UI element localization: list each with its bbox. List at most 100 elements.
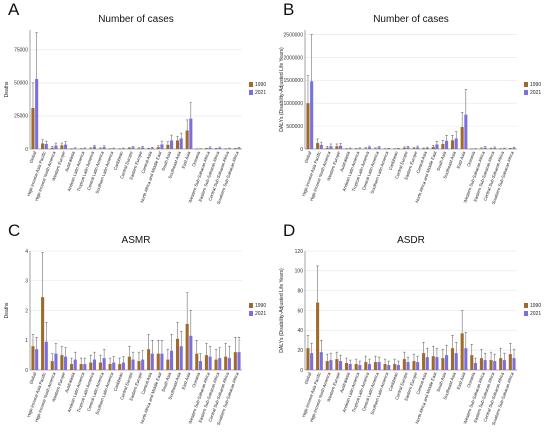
bar-1990 [325,147,329,149]
legend-label: 1990 [255,303,266,309]
bar-2021 [73,359,77,370]
y-tick-label: 0 [25,368,28,374]
bar-1990 [470,355,474,370]
bar-2021 [464,114,468,149]
legend-label: 2021 [255,90,266,96]
bar-1990 [233,352,237,370]
panel-letter: A [8,0,20,19]
bar-1990 [344,363,349,370]
panel-letter: C [8,221,21,240]
y-tick-label: 2 [25,308,28,314]
bar-1990 [316,143,320,149]
panel-letter: D [283,221,296,240]
bar-1990 [441,143,445,149]
bar-2021 [218,358,222,370]
bar-2021 [44,341,48,370]
y-tick-label: 80 [297,288,303,294]
bar-2021 [377,147,381,149]
bar-1990 [98,362,102,370]
y-tick-label: 120 [295,249,304,255]
bar-2021 [425,357,429,370]
x-tick-label: Caribbean [113,150,125,171]
bar-1990 [450,348,455,370]
x-tick-label: East Asia [181,371,192,390]
bar-1990 [204,355,208,370]
bar-1990 [127,356,131,370]
bar-2021 [83,364,87,370]
bar-1990 [431,356,435,370]
bar-2021 [92,359,97,370]
y-tick-label: 100 [295,269,304,275]
x-tick-label: Global [28,151,37,164]
bar-1990 [224,356,228,370]
bar-1990 [335,359,339,370]
bar-1990 [499,358,503,370]
y-axis-label: DALYs (Disability-Adjusted Life Years) [279,47,285,132]
y-tick-label: 60 [297,308,303,314]
bar-2021 [319,352,323,370]
bar-2021 [179,138,183,149]
y-tick-label: 1 [25,338,28,344]
x-tick-label: Caribbean [388,150,400,171]
bar-1990 [373,362,377,370]
bar-2021 [35,349,39,370]
bar-1990 [364,362,368,370]
bar-2021 [102,147,106,149]
bar-2021 [473,363,478,370]
bar-2021 [454,138,458,149]
bar-2021 [237,148,241,149]
bar-1990 [89,148,93,149]
bar-1990 [166,144,170,149]
y-tick-label: 40 [297,328,303,334]
legend-label: 1990 [255,82,266,88]
bar-1990 [60,145,64,149]
bar-1990 [89,362,93,370]
bar-1990 [479,358,483,370]
bar-2021 [445,355,449,370]
x-tick-label: East Asia [456,371,467,390]
bar-1990 [147,349,151,370]
bar-2021 [512,358,516,370]
bar-1990 [364,148,368,149]
chart-title: Number of cases [98,14,174,25]
bar-1990 [79,364,83,370]
x-tick-label: South Asia [435,371,447,393]
bar-1990 [508,354,512,370]
bar-2021 [329,146,333,149]
y-axis-label: Deaths [4,302,10,318]
bar-2021 [102,358,106,370]
bar-1990 [31,108,35,149]
bar-2021 [435,357,439,370]
bar-2021 [73,148,77,149]
y-tick-label: 2500000 [284,32,304,38]
bar-2021 [141,359,145,370]
y-tick-label: 20 [297,348,303,354]
y-axis-label: DALYs (Disability-Adjusted Life Years) [279,268,285,353]
bar-2021 [150,353,154,370]
chart-title: ASDR [397,235,425,246]
bar-1990 [185,323,189,370]
bar-2021 [54,353,58,370]
legend-label: 1990 [530,82,541,88]
x-tick-label: Global [303,151,312,164]
legend-swatch [524,311,528,316]
x-tick-label: East Asia [456,150,467,169]
legend-swatch [524,90,528,95]
bar-2021 [310,353,314,370]
bar-2021 [35,78,39,149]
x-tick-label: North Africa and Middle East [139,150,163,204]
chart-title: ASMR [122,235,151,246]
bar-2021 [493,147,497,149]
bar-2021 [218,147,222,149]
chart-a: Number of cases Deaths 0 25000 50000 75000 Glo… [4,14,266,205]
bar-1990 [41,297,45,370]
bar-2021 [237,352,241,370]
y-tick-label: 2000000 [284,55,304,61]
bar-1990 [412,361,416,370]
bar-1990 [431,146,435,149]
bar-1990 [422,353,426,370]
bar-1990 [402,359,406,370]
x-tick-label: North Africa and Middle East [414,150,438,204]
bar-1990 [166,359,170,370]
